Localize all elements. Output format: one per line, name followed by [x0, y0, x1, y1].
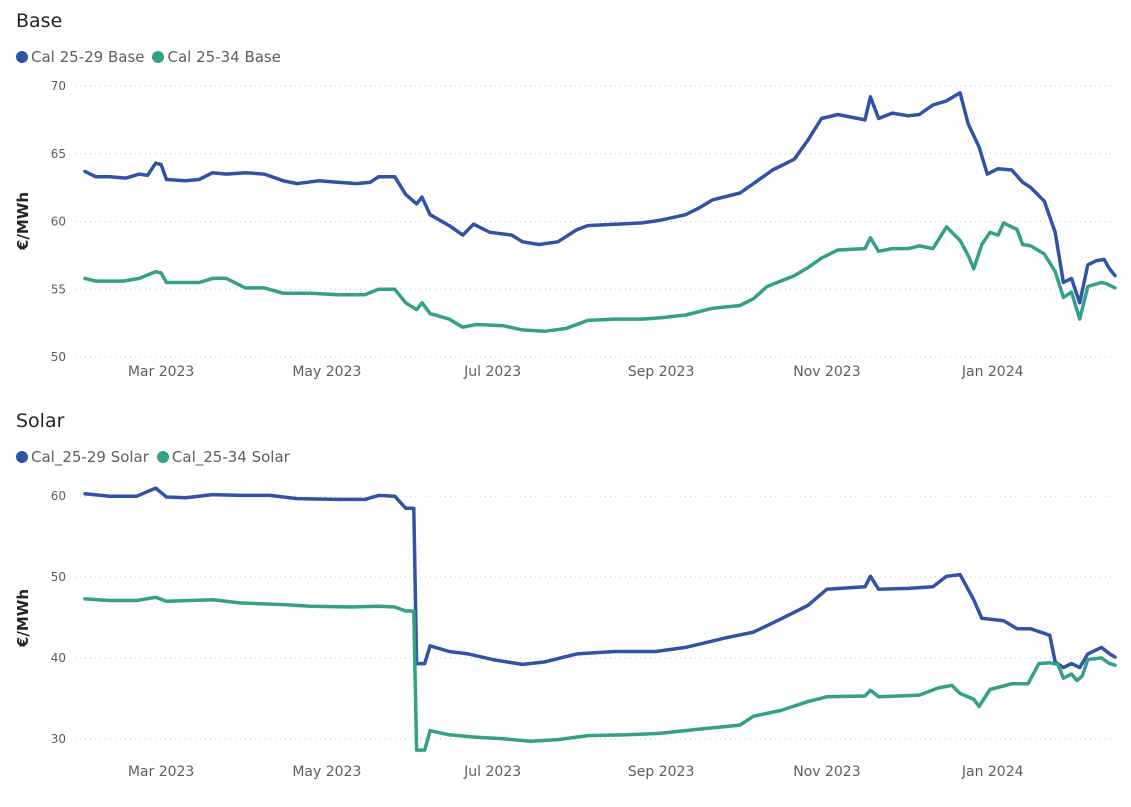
x-tick-label: May 2023	[292, 364, 361, 380]
x-tick-label: Nov 2023	[793, 364, 860, 380]
x-tick-label: Mar 2023	[128, 364, 195, 380]
y-tick-label: 70	[51, 79, 66, 93]
x-tick-label: Sep 2023	[628, 764, 694, 780]
legend-item-cal-25-34-base[interactable]: Cal 25-34 Base	[152, 48, 281, 66]
series-line-cal-25-34-solar[interactable]	[83, 595, 1117, 752]
y-tick-label: 50	[51, 350, 66, 364]
chart-legend: Cal 25-29 Base Cal 25-34 Base	[16, 48, 289, 66]
legend-item-cal-25-34-solar[interactable]: Cal_25-34 Solar	[156, 448, 290, 466]
chart-legend: Cal_25-29 Solar Cal_25-34 Solar	[16, 448, 298, 466]
x-tick-label: Sep 2023	[628, 364, 694, 380]
legend-marker-icon	[156, 451, 169, 463]
x-tick-label: Jan 2024	[961, 364, 1024, 380]
solar-chart-plot: 30 40 50 60 Mar 2023 May 2023 Jul 2023 Sep 2023…	[14, 486, 1117, 780]
base-chart-panel: Base Cal 25-29 Base Cal 25-34 Base 50 55 6…	[0, 0, 1131, 400]
y-axis-label: €/MWh	[14, 192, 32, 251]
legend-marker-icon	[16, 51, 28, 63]
legend-label: Cal_25-34 Solar	[171, 448, 290, 466]
y-tick-label: 50	[51, 570, 66, 584]
chart-title: Solar	[16, 410, 65, 432]
y-axis-label: €/MWh	[14, 589, 32, 648]
legend-label: Cal 25-29 Base	[31, 48, 145, 66]
y-tick-label: 55	[51, 282, 66, 296]
legend-marker-icon	[16, 451, 28, 463]
y-tick-label: 65	[51, 147, 66, 161]
solar-chart-panel: Solar Cal_25-29 Solar Cal_25-34 Solar 30…	[0, 400, 1131, 800]
x-tick-label: Jul 2023	[463, 764, 521, 780]
legend-marker-icon	[152, 51, 165, 63]
series-line-cal-25-29-solar[interactable]	[83, 486, 1117, 670]
series-line-cal-25-29-base[interactable]	[83, 91, 1117, 305]
y-tick-label: 30	[51, 732, 66, 746]
y-tick-label: 60	[51, 215, 66, 229]
y-tick-label: 60	[51, 489, 66, 503]
chart-title: Base	[16, 10, 63, 32]
legend-item-cal-25-29-base[interactable]: Cal 25-29 Base	[16, 48, 144, 66]
x-tick-label: Mar 2023	[128, 764, 195, 780]
y-tick-label: 40	[51, 651, 66, 665]
base-chart-plot: 50 55 60 65 70 Mar 2023 May 2023 Jul 2023 Sep 20…	[14, 79, 1117, 380]
legend-label: Cal 25-34 Base	[167, 48, 281, 66]
series-line-cal-25-34-base[interactable]	[83, 221, 1117, 334]
legend-item-cal-25-29-solar[interactable]: Cal_25-29 Solar	[16, 448, 149, 466]
x-tick-label: Nov 2023	[793, 764, 860, 780]
x-tick-label: Jan 2024	[961, 764, 1024, 780]
x-tick-label: Jul 2023	[463, 364, 521, 380]
x-tick-label: May 2023	[292, 764, 361, 780]
legend-label: Cal_25-29 Solar	[31, 448, 149, 466]
